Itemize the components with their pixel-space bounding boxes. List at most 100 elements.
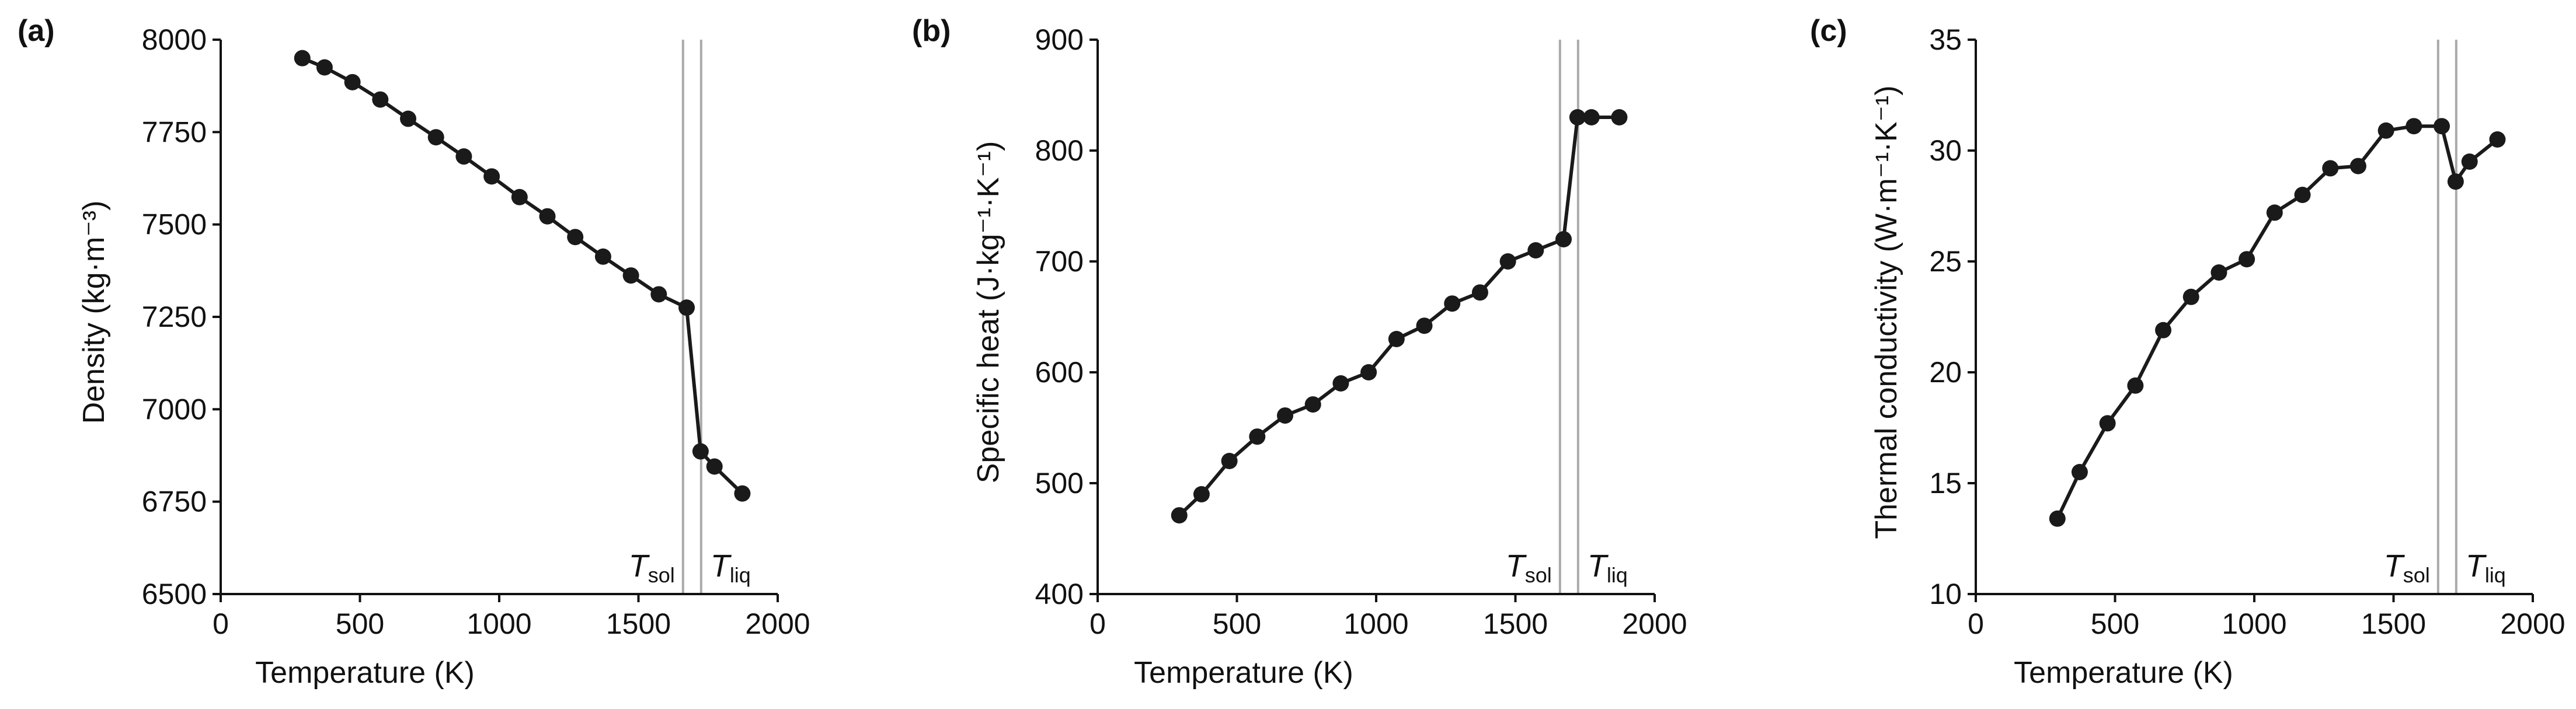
panel-a-data-point [622, 267, 639, 284]
panel-a-y-tick-label: 7750 [142, 116, 207, 148]
panel-a-data-point [344, 74, 361, 90]
panel-b-x-tick-label: 500 [1213, 607, 1261, 640]
panel-c-data-point [2099, 415, 2116, 432]
panel-c-data-point [2447, 173, 2464, 190]
panel-c-y-tick-label: 10 [1929, 578, 1962, 610]
panel-a-data-point [400, 110, 417, 127]
panel-b-data-point [1360, 364, 1377, 380]
panel-c-x-tick-label: 2000 [2500, 607, 2565, 640]
panel-c-data-point [2461, 153, 2478, 170]
panel-c-data-point [2349, 158, 2366, 174]
panel-b-data-point [1416, 317, 1433, 334]
panel-a-data-point [706, 458, 723, 475]
panel-c-label: (c) [1810, 14, 1847, 48]
panel-c-x-tick-label: 1000 [2222, 607, 2286, 640]
panel-b-data-point [1471, 284, 1488, 301]
panel-a-data-point [594, 248, 611, 265]
panel-b-data-point [1193, 486, 1210, 502]
panel-a-ylabel: Density (kg·m⁻³) [77, 201, 111, 424]
panel-b-data-point [1221, 453, 1238, 469]
panel-a-data-point [372, 91, 389, 108]
panel-a-data-point [539, 208, 556, 225]
panel-b-y-tick-label: 700 [1035, 245, 1084, 278]
panel-a-y-tick-label: 7250 [142, 301, 207, 333]
panel-b-xlabel: Temperature (K) [1134, 656, 1353, 690]
panel-b-data-point [1388, 331, 1405, 347]
panel-b-y-tick-label: 600 [1035, 356, 1084, 389]
panel-b-y-tick-label: 500 [1035, 467, 1084, 500]
panel-c-xlabel: Temperature (K) [2014, 656, 2233, 690]
panel-c-data-point [2266, 204, 2283, 221]
panel-a-data-point [294, 50, 311, 67]
panel-a-data-point [316, 59, 333, 76]
panel-b-data-point [1171, 507, 1188, 524]
panel-a-y-tick-label: 8000 [142, 23, 207, 56]
panel-b-data-point [1555, 231, 1572, 247]
panel-c-data-point [2406, 118, 2422, 135]
panel-a-data-point [483, 168, 500, 185]
panel-c-data-point [2489, 131, 2506, 148]
panel-b-x-tick-label: 2000 [1622, 607, 1687, 640]
panel-b-data-point [1569, 109, 1586, 125]
panel-a-data-point [427, 129, 444, 146]
panel-a-x-tick-label: 1500 [606, 607, 671, 640]
panel-a-data-point [567, 229, 584, 246]
panel-b-ylabel: Specific heat (J·kg⁻¹·K⁻¹) [972, 141, 1005, 484]
panel-a-label: (a) [18, 14, 55, 48]
panel-a-data-point [650, 286, 667, 303]
panel-c-y-tick-label: 15 [1929, 467, 1962, 500]
panel-a-x-tick-label: 500 [336, 607, 384, 640]
panel-b-y-tick-label: 800 [1035, 134, 1084, 167]
panel-c-data-point [2127, 377, 2144, 394]
panel-c-data-point [2434, 118, 2450, 135]
panel-b-data-point [1527, 242, 1544, 259]
panel-b-t-sol-label: Tsol [1506, 549, 1552, 587]
panel-c-y-tick-label: 20 [1929, 356, 1962, 389]
panel-c-x-tick-label: 1500 [2361, 607, 2426, 640]
panel-a-y-tick-label: 7000 [142, 393, 207, 425]
panel-a-t-liq-label: Tliq [711, 549, 751, 587]
panel-b: (b) Specific heat (J·kg⁻¹·K⁻¹) Temperatu… [912, 14, 1687, 690]
panel-c-data-point [2211, 264, 2227, 281]
panel-a-data-point [511, 188, 528, 205]
panel-a-xlabel: Temperature (K) [255, 656, 475, 690]
panel-a-data-point [692, 443, 709, 460]
panel-c-data-point [2155, 322, 2172, 338]
panel-c-data-point [2049, 510, 2066, 527]
panel-c-y-tick-label: 25 [1929, 245, 1962, 278]
panel-b-data-point [1249, 428, 1266, 445]
panel-a-data-point [678, 299, 695, 316]
panel-c-ylabel: Thermal conductivity (W·m⁻¹·K⁻¹) [1870, 85, 1903, 539]
panel-c-data-point [2239, 251, 2255, 268]
panel-c-data-point [2294, 187, 2311, 203]
panel-b-label: (b) [912, 14, 951, 48]
panel-b-t-liq-label: Tliq [1588, 549, 1628, 587]
panel-c-data-point [2182, 288, 2199, 305]
panel-a: (a) Density (kg·m⁻³) Temperature (K) Tso… [18, 14, 810, 690]
panel-c-data-point [2322, 160, 2339, 177]
panel-a-data-point [734, 485, 751, 502]
panel-a-t-sol-label: Tsol [629, 549, 675, 587]
panel-a-x-tick-label: 0 [213, 607, 229, 640]
panel-b-data-point [1583, 109, 1600, 125]
panel-c-t-liq-label: Tliq [2466, 549, 2506, 587]
panel-b-x-tick-label: 1500 [1483, 607, 1548, 640]
panel-c-data-point [2377, 122, 2394, 139]
panel-c-x-tick-label: 0 [1968, 607, 1984, 640]
panel-a-y-tick-label: 6750 [142, 486, 207, 518]
panel-a-x-tick-label: 1000 [467, 607, 531, 640]
panel-b-data-point [1444, 295, 1461, 312]
panel-c-y-tick-label: 30 [1929, 134, 1962, 167]
panel-b-y-tick-label: 900 [1035, 23, 1084, 56]
panel-a-y-tick-label: 7500 [142, 208, 207, 241]
panel-c-y-tick-label: 35 [1929, 23, 1962, 56]
panel-b-data-point [1332, 375, 1349, 392]
panel-c-data-point [2071, 464, 2088, 480]
panel-b-data-point [1304, 396, 1321, 413]
panel-a-x-tick-label: 2000 [745, 607, 810, 640]
panel-b-data-point [1499, 253, 1516, 270]
panel-b-y-tick-label: 400 [1035, 578, 1084, 610]
panel-b-data-point [1611, 109, 1628, 125]
